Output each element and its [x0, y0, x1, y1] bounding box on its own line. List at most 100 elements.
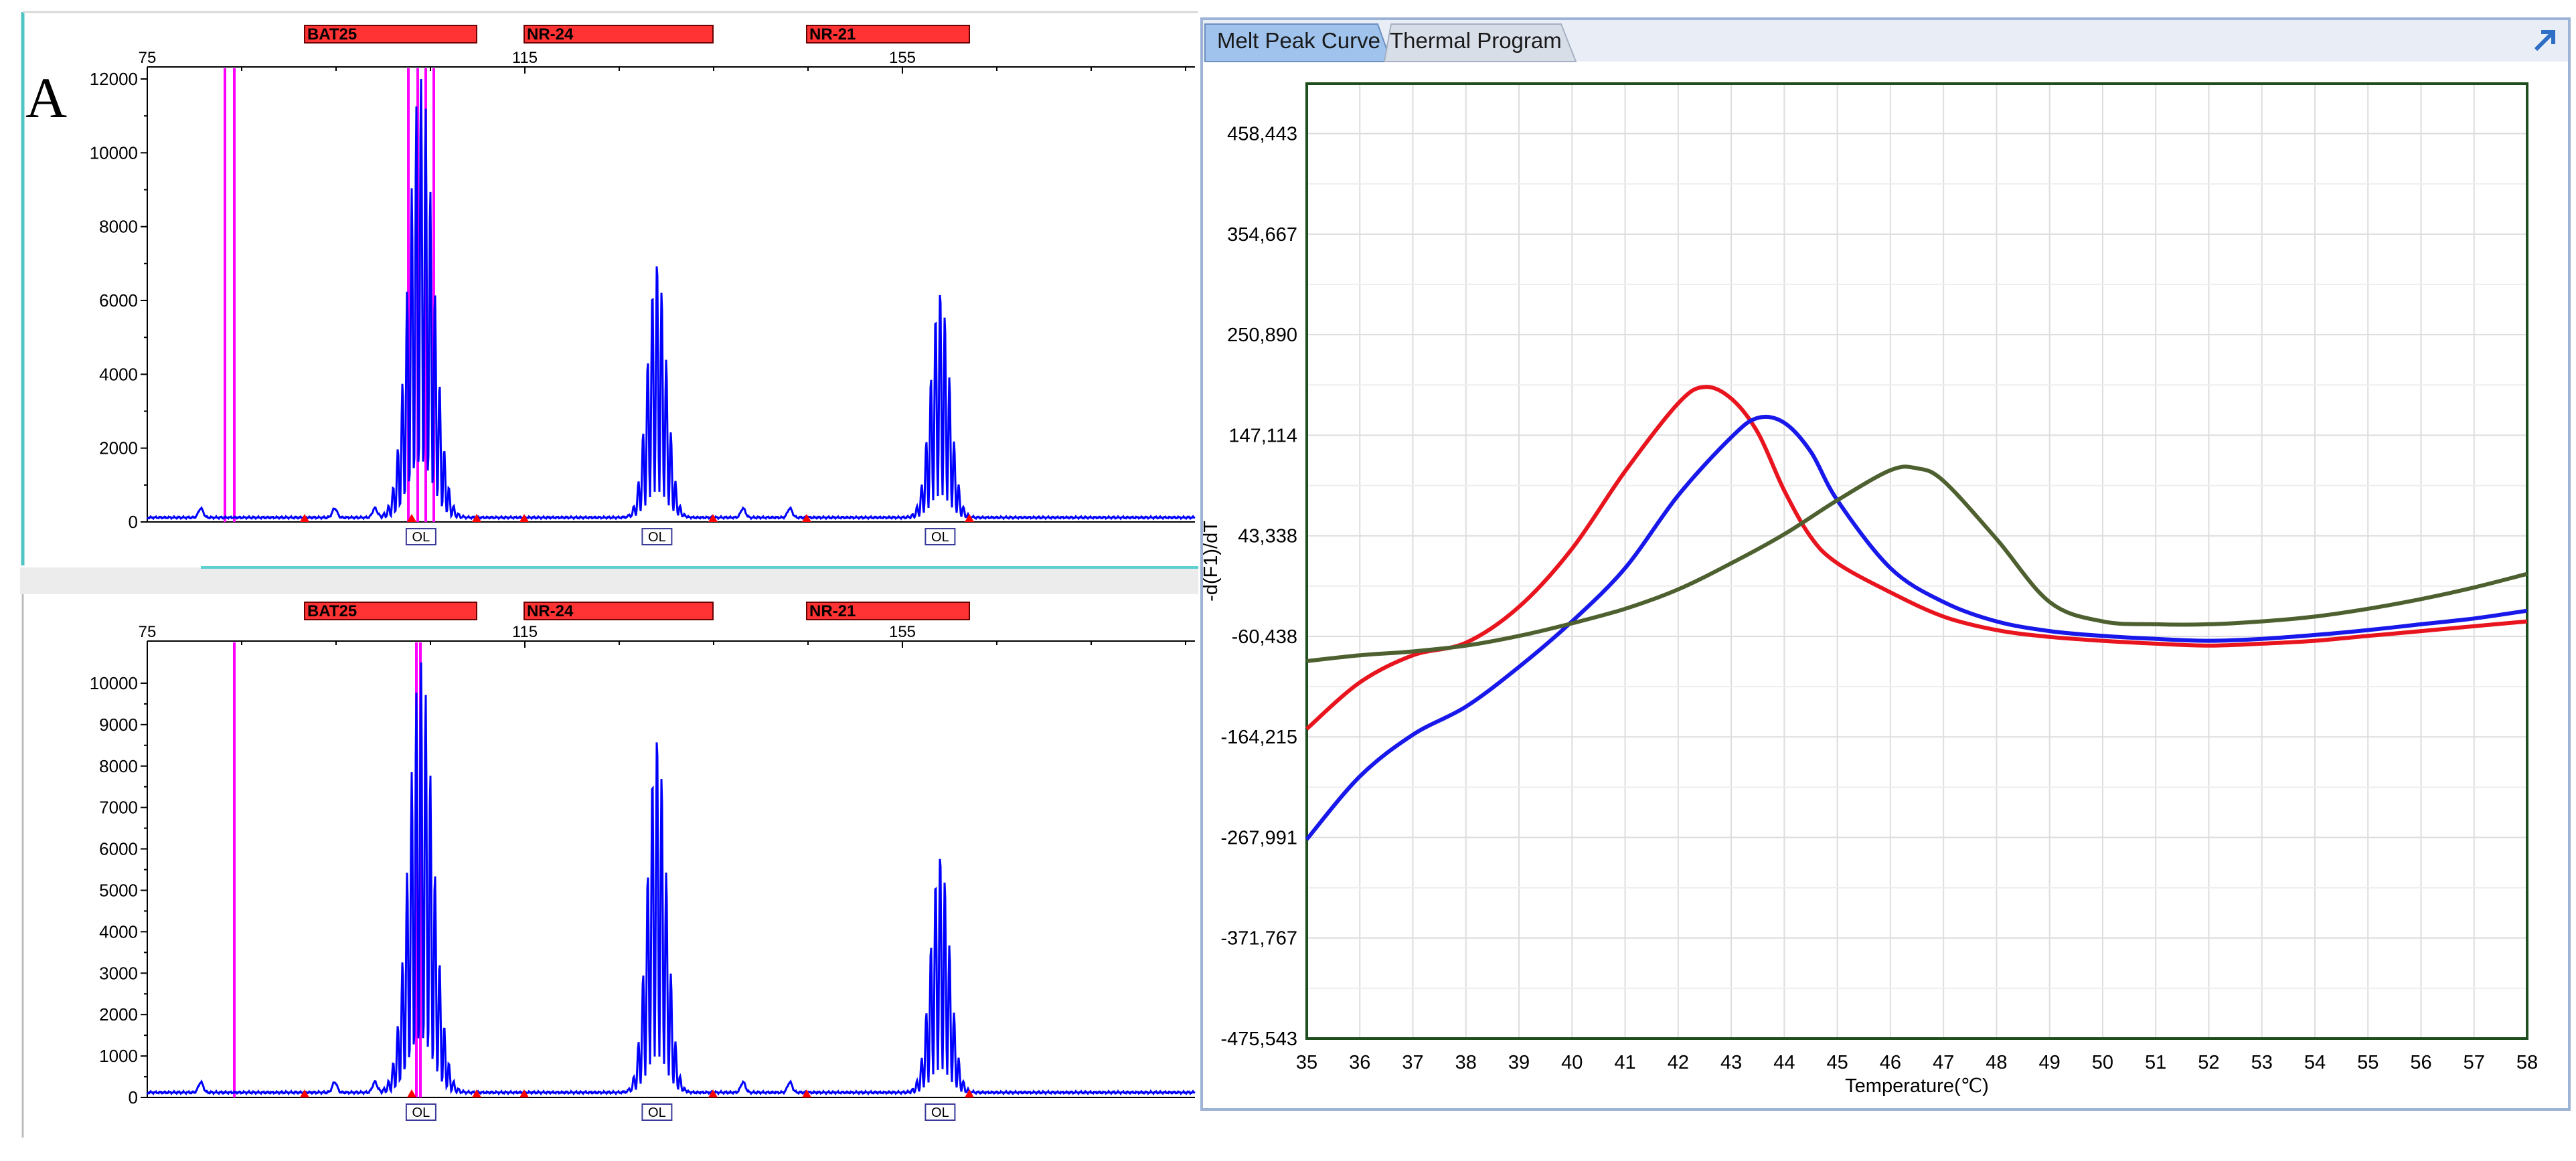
x-tick-label: 48	[1986, 1052, 2007, 1073]
x-tick-label: 52	[2198, 1052, 2219, 1073]
tab-thermal-program[interactable]	[1383, 23, 1577, 62]
x-tick-label: 55	[2357, 1052, 2379, 1073]
y-tick-label: 43,338	[1238, 526, 1297, 547]
size-tick-label: 115	[512, 49, 538, 67]
x-tick-label: 41	[1614, 1052, 1635, 1073]
x-tick-label: 36	[1349, 1052, 1370, 1073]
size-tick-label: 115	[512, 623, 538, 641]
panel-a-separator	[20, 567, 1198, 594]
ol-box[interactable]	[924, 1103, 956, 1121]
locus-bar[interactable]	[806, 25, 970, 43]
melt-curve	[1306, 464, 2528, 663]
size-tick-label: 75	[139, 49, 157, 67]
ol-box[interactable]	[405, 1103, 436, 1121]
size-tick-label: 155	[889, 49, 916, 67]
locus-label: NR-24	[527, 25, 574, 43]
x-tick-label: 58	[2516, 1052, 2538, 1073]
peak-marker	[407, 514, 416, 522]
signal-trace	[146, 78, 1196, 521]
x-tick-label: 51	[2145, 1052, 2166, 1073]
ol-label: OL	[648, 1105, 666, 1120]
peak-marker	[802, 514, 811, 522]
melt-curve	[1305, 385, 2528, 731]
locus-label: NR-21	[809, 25, 856, 43]
y-tick-label: 8000	[99, 756, 138, 776]
x-tick-label: 37	[1402, 1052, 1423, 1073]
y-tick-label: 6000	[99, 290, 138, 310]
x-tick-label: 46	[1880, 1052, 1901, 1073]
size-tick-label: 75	[139, 623, 157, 641]
x-tick-label: 47	[1933, 1052, 1954, 1073]
x-tick-label: 44	[1773, 1052, 1795, 1073]
y-tick-label: 10000	[90, 143, 138, 163]
size-tick-label: 155	[889, 623, 916, 641]
y-tick-label: 147,114	[1228, 425, 1297, 446]
locus-label: NR-24	[527, 602, 574, 620]
locus-label: NR-21	[809, 602, 856, 620]
x-tick-label: 35	[1296, 1052, 1317, 1073]
tab-melt-peak-label: Melt Peak Curve	[1217, 28, 1380, 53]
y-tick-label: 2000	[99, 1004, 138, 1024]
ol-label: OL	[931, 530, 949, 545]
peak-marker	[965, 1089, 974, 1097]
y-tick-label: 5000	[99, 880, 138, 900]
y-tick-label: 8000	[99, 217, 138, 237]
x-axis-label: Temperature(℃)	[1845, 1075, 1989, 1097]
peak-marker	[519, 1089, 529, 1097]
locus-bar[interactable]	[524, 25, 714, 43]
y-tick-label: 3000	[99, 963, 138, 983]
peak-marker	[802, 1089, 811, 1097]
y-axis-label: -d(F1)/dT	[1200, 521, 1222, 602]
x-tick-label: 38	[1455, 1052, 1477, 1073]
expand-arrow-icon	[2534, 30, 2555, 52]
y-tick-label: -267,991	[1221, 827, 1298, 849]
x-tick-label: 42	[1668, 1052, 1689, 1073]
y-tick-label: 4000	[99, 921, 138, 942]
locus-bar[interactable]	[524, 602, 714, 620]
y-tick-label: 0	[129, 512, 138, 532]
x-tick-label: 43	[1720, 1052, 1742, 1073]
ol-box[interactable]	[924, 528, 956, 545]
y-tick-label: 6000	[99, 839, 138, 859]
ol-label: OL	[412, 1105, 430, 1120]
signal-trace	[146, 662, 1196, 1096]
x-tick-label: 56	[2410, 1052, 2431, 1073]
peak-marker	[708, 514, 718, 522]
locus-bar[interactable]	[304, 25, 477, 43]
y-tick-label: 4000	[99, 364, 138, 384]
tab-thermal-program-label: Thermal Program	[1390, 28, 1562, 53]
y-tick-label: 250,890	[1227, 325, 1297, 346]
ol-box[interactable]	[641, 528, 673, 545]
y-tick-label: 354,667	[1227, 224, 1297, 246]
y-tick-label: 7000	[99, 798, 138, 818]
y-tick-label: 2000	[99, 438, 138, 458]
peak-marker	[300, 1089, 309, 1097]
y-tick-label: -371,767	[1221, 928, 1298, 950]
y-tick-label: 0	[129, 1087, 138, 1107]
ol-box[interactable]	[641, 1103, 673, 1121]
x-tick-label: 40	[1561, 1052, 1583, 1073]
locus-label: BAT25	[307, 602, 357, 620]
panel-a-top-frame	[0, 0, 1198, 569]
peak-marker	[407, 1089, 416, 1097]
x-tick-label: 39	[1508, 1052, 1530, 1073]
electropherogram-bottom: BAT25 NR-24 NR-21 75 115 155 0 1000 2000 3000 4000…	[90, 602, 1196, 1121]
locus-bar[interactable]	[304, 602, 477, 620]
melt-peak-chart: 35 36 37 38 39 40 41 42 43 44 45 46 47 48 49 50 51 52 53 54…	[1200, 82, 2538, 1097]
y-tick-label: -60,438	[1232, 626, 1297, 648]
ol-label: OL	[412, 530, 430, 545]
y-tick-label: 12000	[90, 69, 138, 89]
y-tick-label: 458,443	[1227, 124, 1297, 145]
x-tick-label: 54	[2304, 1052, 2326, 1073]
x-tick-label: 53	[2251, 1052, 2273, 1073]
y-tick-label: 1000	[99, 1046, 138, 1066]
peak-marker	[519, 514, 529, 522]
locus-bar[interactable]	[806, 602, 970, 620]
ol-box[interactable]	[405, 528, 436, 545]
tab-melt-peak[interactable]	[1204, 23, 1392, 62]
y-tick-label: 9000	[99, 715, 138, 735]
electropherogram-top: BAT25 NR-24 NR-21 75 115 155 0 2000 4000 6000 8000…	[90, 25, 1196, 545]
peak-marker	[965, 514, 974, 522]
peak-marker	[472, 1089, 481, 1097]
